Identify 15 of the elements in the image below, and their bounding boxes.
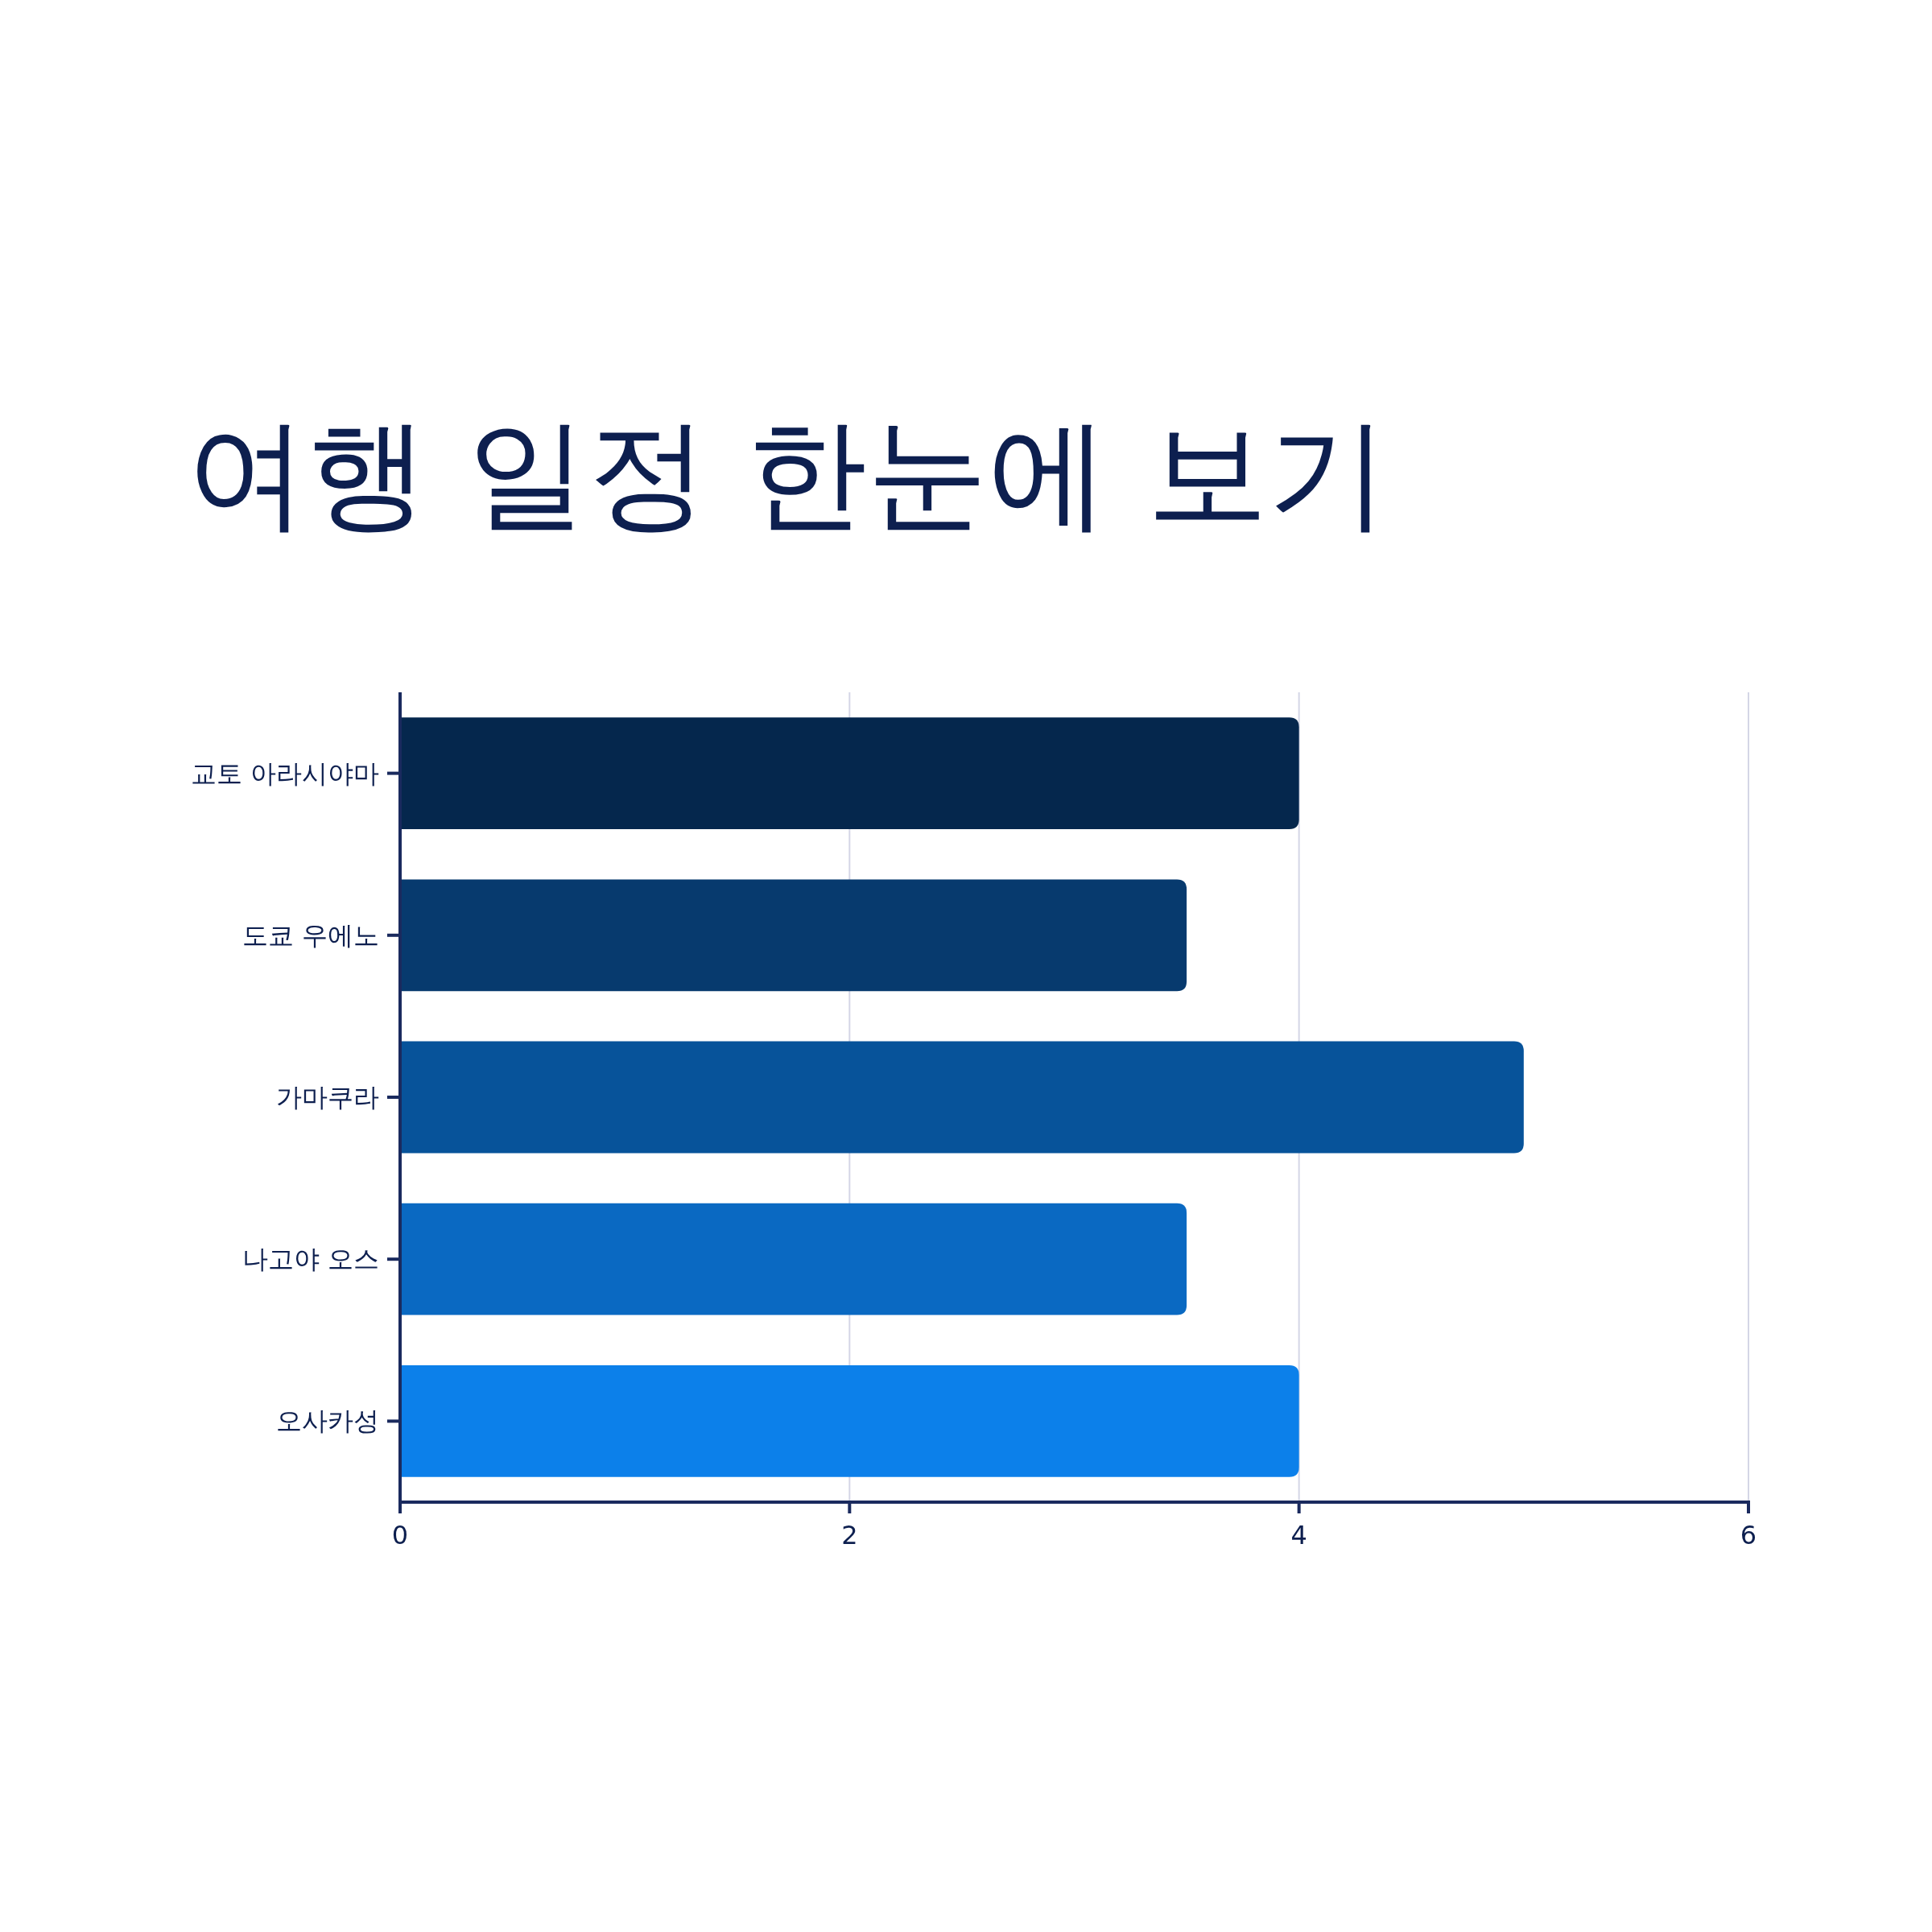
- y-tick-label: 가마쿠라: [276, 1082, 379, 1113]
- y-tick-label: 교토 아라시야마: [190, 758, 379, 789]
- y-tick-label: 오사카성: [276, 1406, 379, 1437]
- bar: [400, 1203, 1187, 1315]
- bar: [400, 1041, 1524, 1154]
- bar: [400, 1364, 1299, 1477]
- y-tick-label: 도쿄 우에노: [242, 919, 379, 951]
- x-tick-label: 6: [1740, 1520, 1757, 1550]
- x-tick-label: 4: [1290, 1520, 1307, 1550]
- chart-title: 여행 일정 한눈에 보기: [187, 403, 1389, 543]
- x-tick-label: 0: [391, 1520, 409, 1550]
- bar: [400, 717, 1299, 830]
- x-tick-label: 2: [841, 1520, 858, 1550]
- y-tick-label: 나고야 오스: [242, 1244, 379, 1275]
- bar: [400, 879, 1187, 992]
